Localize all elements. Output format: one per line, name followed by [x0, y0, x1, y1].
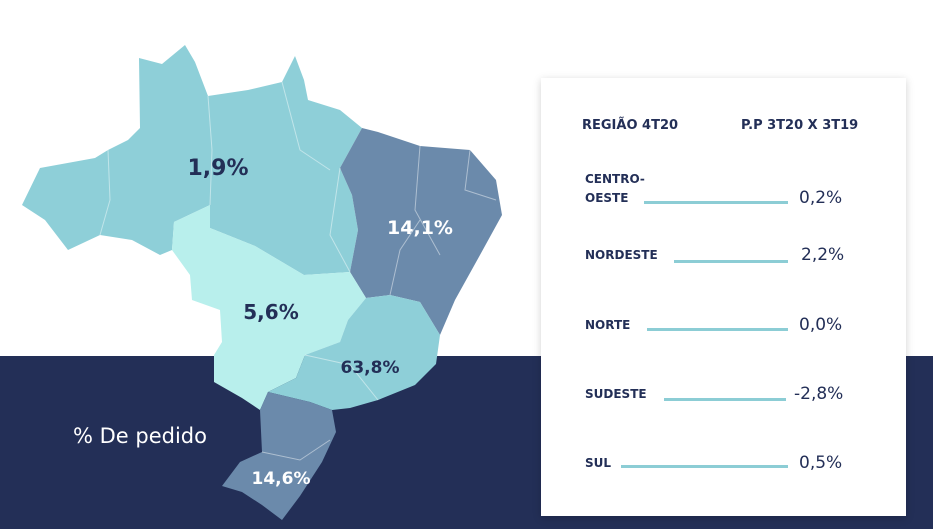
state-borders	[99, 81, 497, 461]
row-centro-oeste: CENTRO- OESTE 0,2%	[585, 170, 856, 210]
row-label: SUL	[585, 456, 612, 470]
region-sudeste	[268, 295, 440, 410]
row-leader-line	[647, 328, 788, 331]
row-label-line2: OESTE	[585, 191, 629, 205]
header-change: P.P 3T20 X 3T19	[741, 118, 859, 133]
row-sudeste: SUDESTE -2,8%	[585, 384, 856, 409]
map-label-centro-oeste: 5,6%	[243, 300, 298, 324]
region-centro-oeste	[172, 205, 366, 410]
region-change-card: REGIÃO 4T20 P.P 3T20 X 3T19 CENTRO- OEST…	[541, 78, 906, 516]
region-nordeste	[340, 128, 502, 335]
map-label-nordeste: 14,1%	[387, 217, 453, 239]
row-value: 0,2%	[799, 188, 843, 208]
row-leader-line	[621, 465, 788, 468]
row-sul: SUL 0,5%	[585, 453, 856, 478]
row-leader-line	[674, 260, 788, 263]
map-label-norte: 1,9%	[187, 156, 248, 181]
header-region: REGIÃO 4T20	[582, 118, 679, 133]
row-value: 0,5%	[799, 453, 843, 473]
row-leader-line	[644, 201, 788, 204]
row-nordeste: NORDESTE 2,2%	[585, 245, 856, 270]
row-label: CENTRO-	[585, 172, 645, 186]
region-norte	[22, 45, 362, 275]
region-sul	[222, 392, 336, 520]
row-label: NORTE	[585, 318, 631, 332]
brazil-map: 1,9% 14,1% 5,6% 63,8% 14,6%	[22, 45, 502, 520]
row-value: 0,0%	[799, 315, 843, 335]
row-label: SUDESTE	[585, 387, 647, 401]
row-label: NORDESTE	[585, 248, 658, 262]
caption-percent-orders: % De pedido	[73, 424, 207, 448]
row-leader-line	[664, 398, 786, 401]
map-label-sudeste: 63,8%	[341, 358, 400, 378]
row-value: -2,8%	[794, 384, 844, 404]
row-value: 2,2%	[801, 245, 845, 265]
map-label-sul: 14,6%	[252, 469, 311, 489]
row-norte: NORTE 0,0%	[585, 315, 856, 340]
